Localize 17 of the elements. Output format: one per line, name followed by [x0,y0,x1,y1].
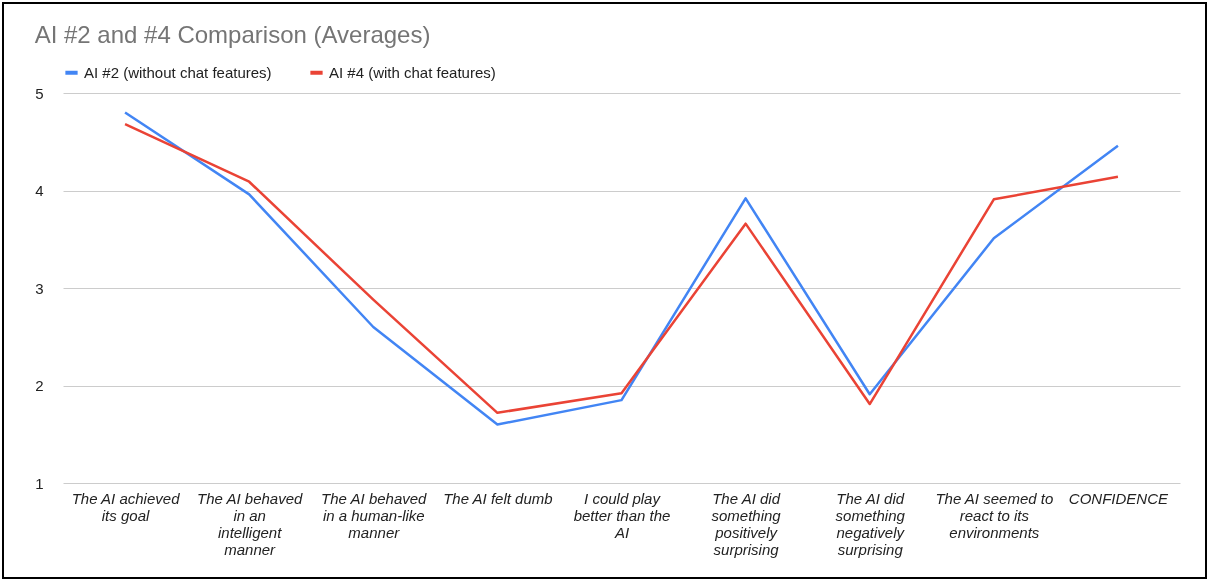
x-tick-label: The AI felt dumb [443,489,553,507]
x-tick-label: The AI behaved in an intelligent manner [196,489,303,558]
y-tick-label: 4 [35,182,44,199]
x-tick-label: CONFIDENCE [1068,489,1170,507]
chart-title: AI #2 and #4 Comparison (Averages) [34,21,431,48]
y-tick-label: 2 [35,377,44,394]
x-tick-label: The AI did something positively surprising [711,489,782,558]
x-tick-label: The AI achieved its goal [71,489,181,524]
legend-label: AI #2 (without chat features) [84,63,272,81]
x-tick-label: The AI did something negatively surprising [835,489,906,558]
y-tick-label: 1 [35,474,44,492]
y-tick-label: 3 [35,279,44,297]
y-tick-label: 5 [35,84,44,102]
x-tick-label: The AI seemed to react to its environments [935,489,1054,541]
legend-label: AI #4 (with chat features) [329,63,496,81]
x-tick-label: The AI behaved in a human-like manner [321,489,428,541]
x-tick-label: I could play better than the AI [573,489,671,541]
